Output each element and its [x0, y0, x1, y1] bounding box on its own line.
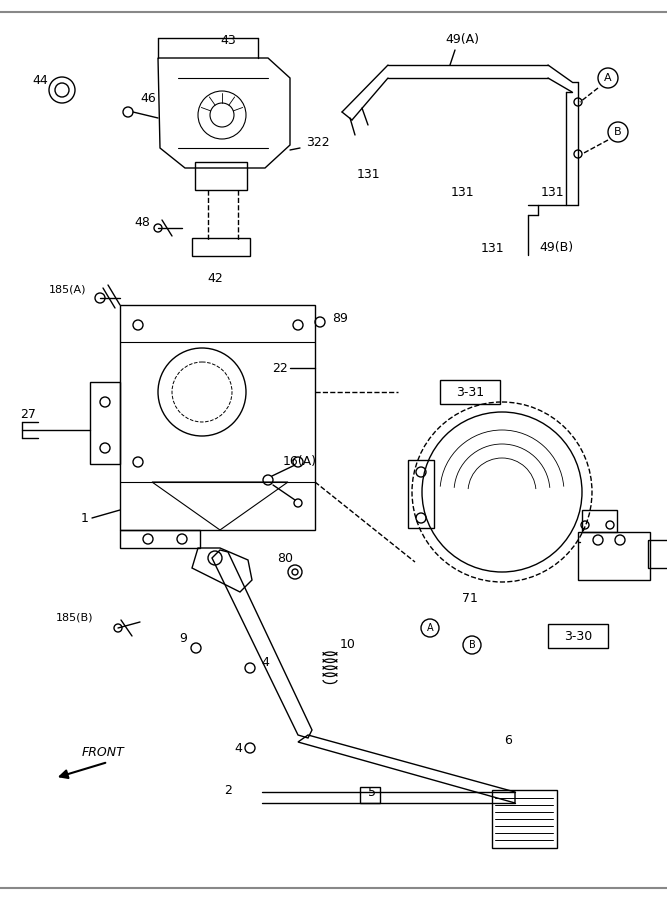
Text: 3-31: 3-31 — [456, 385, 484, 399]
Text: 185(A): 185(A) — [49, 285, 87, 295]
Text: 43: 43 — [220, 33, 236, 47]
Bar — [120, 530, 200, 548]
Bar — [548, 624, 608, 648]
Text: 22: 22 — [272, 362, 288, 374]
Text: 42: 42 — [207, 272, 223, 284]
Bar — [408, 460, 434, 528]
Bar — [492, 790, 557, 848]
Text: B: B — [614, 127, 622, 137]
Text: 322: 322 — [306, 137, 329, 149]
Text: 80: 80 — [277, 552, 293, 564]
Text: 4: 4 — [234, 742, 242, 754]
Text: 49(A): 49(A) — [445, 33, 479, 47]
Text: 3-30: 3-30 — [564, 629, 592, 643]
Bar — [578, 532, 650, 580]
Text: 1: 1 — [81, 511, 89, 525]
Bar — [195, 162, 247, 190]
Bar — [582, 510, 617, 532]
Bar — [360, 787, 380, 803]
Text: 46: 46 — [140, 93, 156, 105]
Text: A: A — [427, 623, 434, 633]
Bar — [192, 238, 250, 256]
Text: 10: 10 — [340, 638, 356, 652]
Text: 131: 131 — [356, 168, 380, 182]
Text: 9: 9 — [179, 632, 187, 644]
Bar — [120, 305, 315, 530]
Text: FRONT: FRONT — [82, 745, 125, 759]
Text: 71: 71 — [462, 591, 478, 605]
Text: 6: 6 — [504, 734, 512, 746]
Text: 4: 4 — [261, 655, 269, 669]
Text: A: A — [604, 73, 612, 83]
Text: 5: 5 — [368, 786, 376, 798]
Bar — [648, 540, 667, 568]
Text: 89: 89 — [332, 311, 348, 325]
Text: 131: 131 — [450, 185, 474, 199]
Text: 16(A): 16(A) — [283, 455, 317, 469]
Text: 131: 131 — [540, 185, 564, 199]
Text: B: B — [469, 640, 476, 650]
Bar — [90, 382, 120, 464]
Text: 2: 2 — [224, 784, 232, 796]
Text: 44: 44 — [32, 74, 48, 86]
Text: 48: 48 — [134, 215, 150, 229]
Text: 49(B): 49(B) — [539, 241, 573, 255]
Bar — [440, 380, 500, 404]
Text: 131: 131 — [480, 241, 504, 255]
Text: 27: 27 — [20, 409, 36, 421]
Text: 185(B): 185(B) — [56, 613, 94, 623]
